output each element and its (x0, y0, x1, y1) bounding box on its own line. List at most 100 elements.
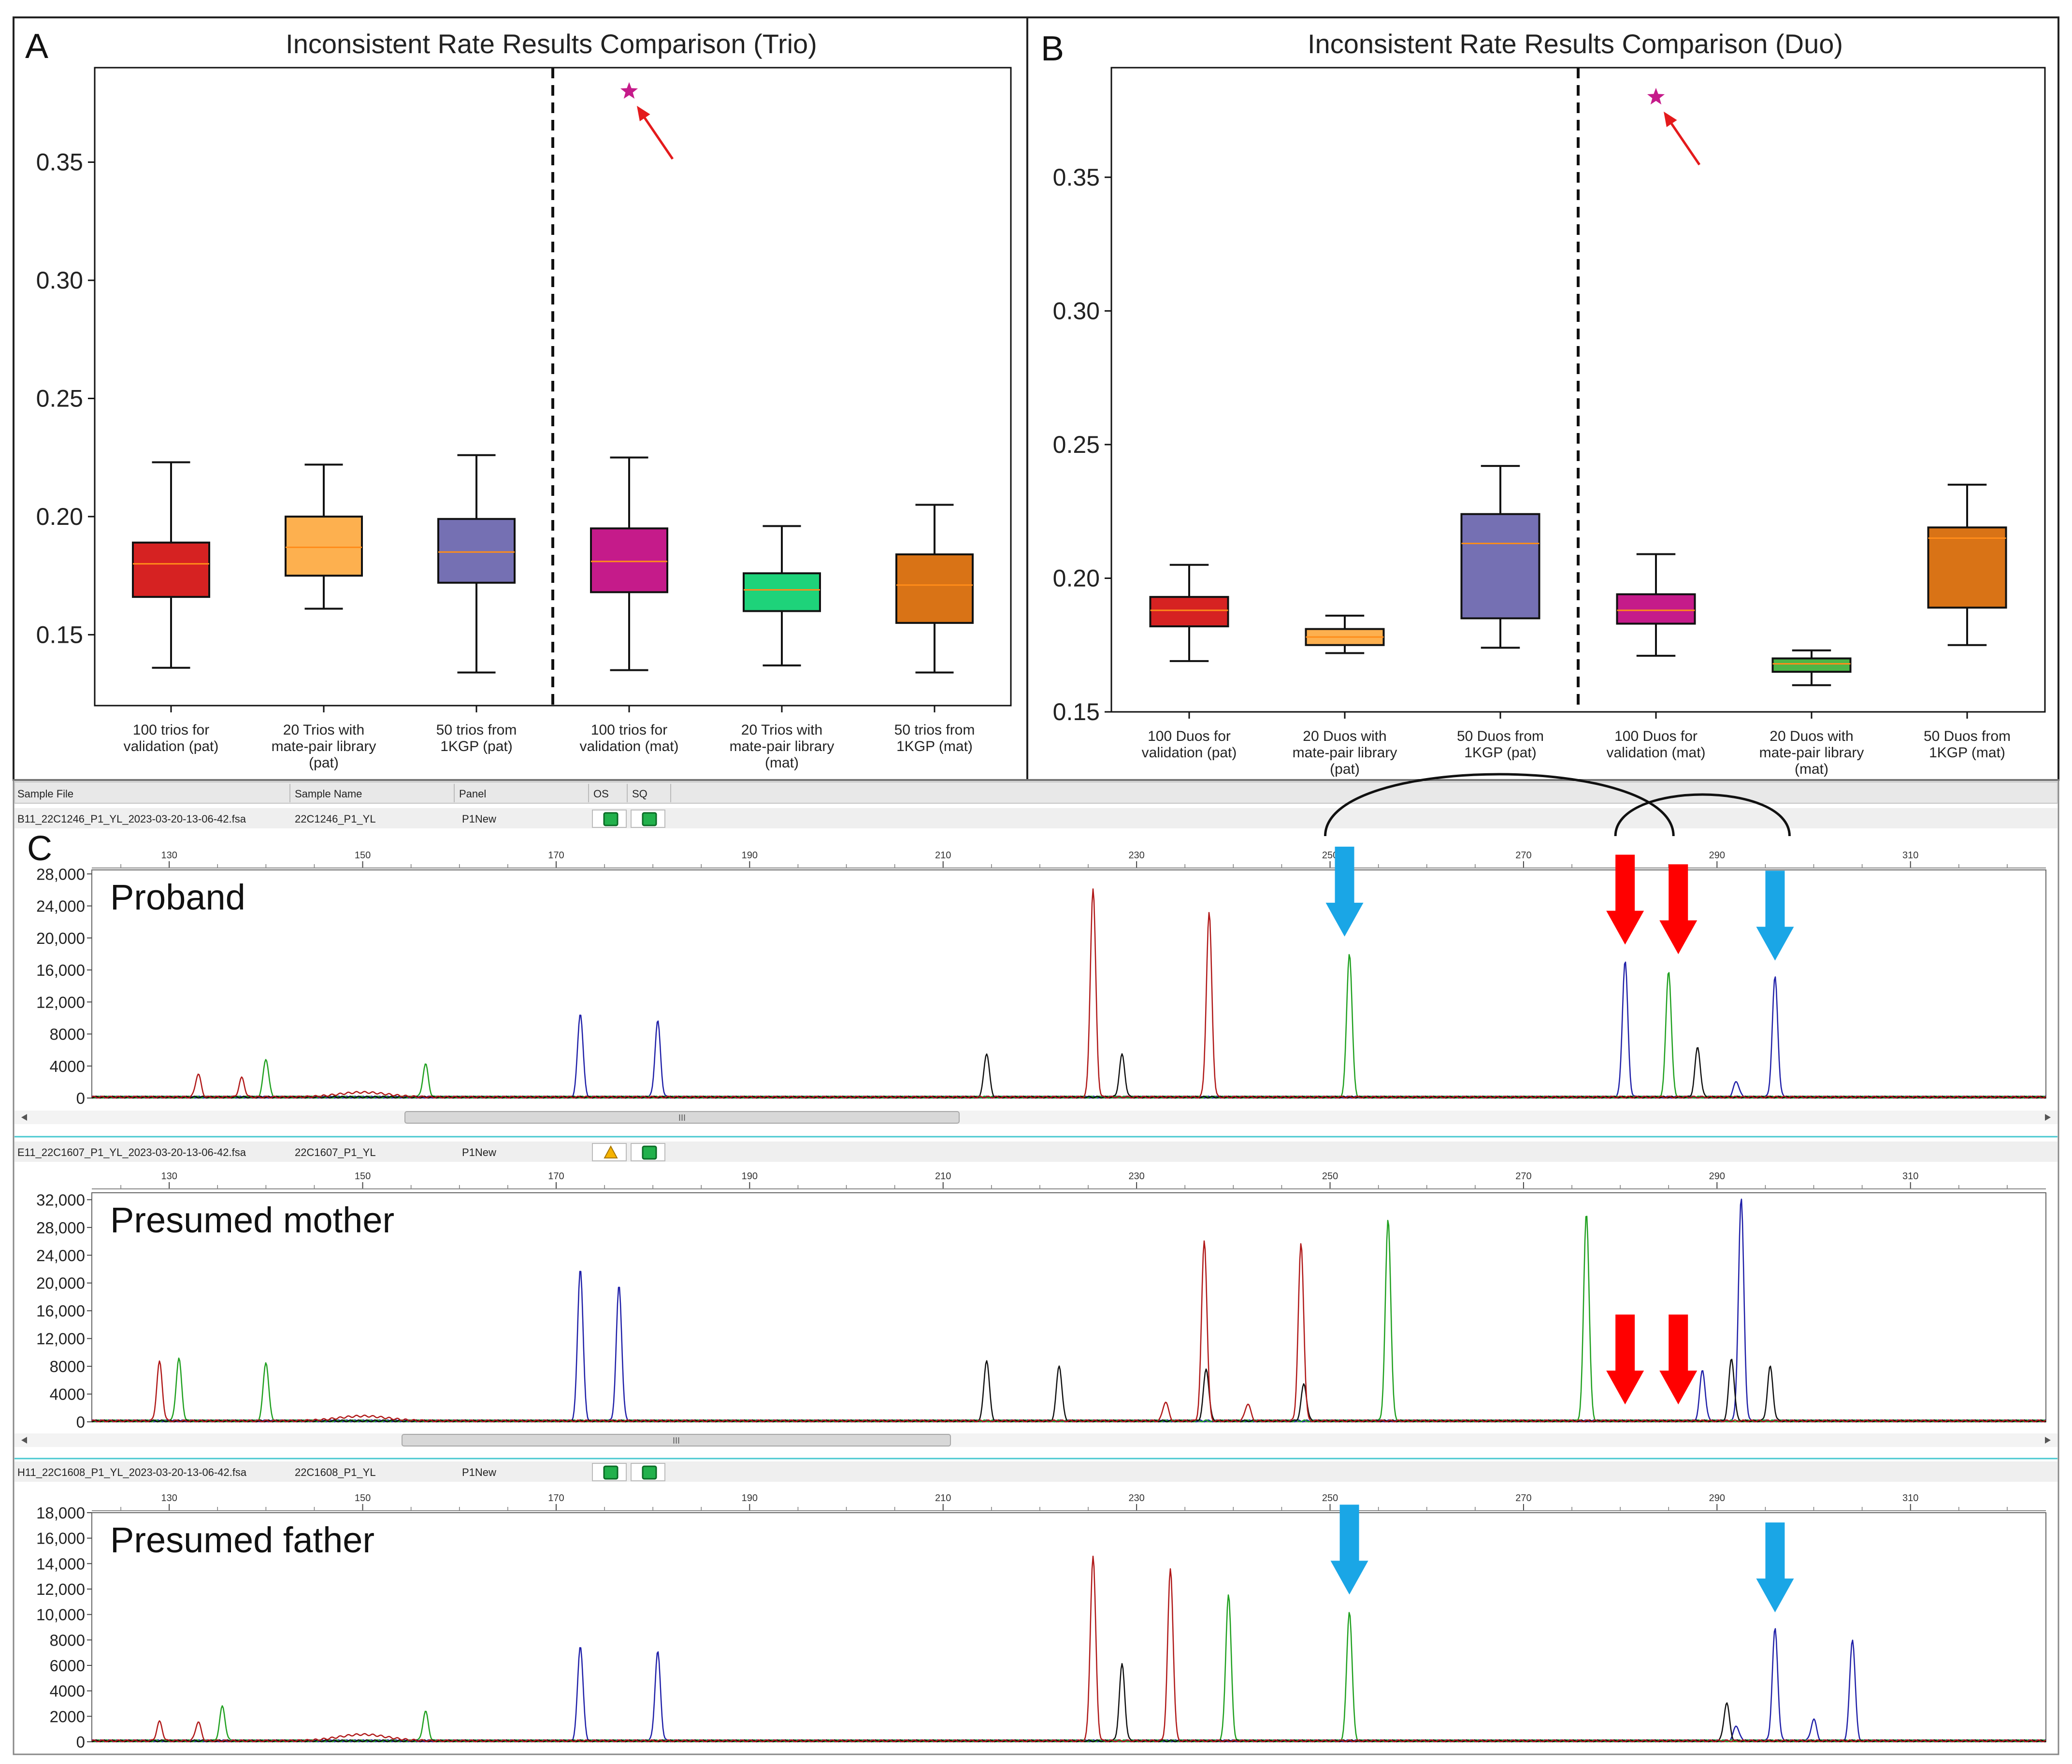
size-tick-label: 290 (1709, 1171, 1725, 1182)
header-column-label: OS (593, 788, 609, 800)
scrollbar-track (14, 1433, 2058, 1447)
rfu-tick-label: 0 (76, 1413, 85, 1431)
panel-c-letter: C (27, 829, 52, 868)
allele-link-arc (1614, 793, 1791, 837)
x-tick-label: 50 Duos from (1457, 728, 1544, 744)
trace-black (91, 1663, 2046, 1743)
iqr-box (285, 515, 363, 577)
size-tick-label: 170 (548, 850, 564, 861)
y-tick-label: 0.25 (36, 385, 83, 412)
box-4 (1771, 649, 1852, 686)
rfu-tick-label: 12,000 (36, 993, 85, 1011)
y-tick-label: 0.30 (36, 267, 83, 294)
blue-arrow (1330, 1504, 1368, 1595)
box-1 (285, 463, 363, 610)
x-tick-label: validation (pat) (1142, 745, 1237, 761)
box-5 (1927, 483, 2007, 646)
x-tick-label: 20 Trios with (741, 722, 822, 738)
os-status-icon (604, 1145, 618, 1158)
rfu-tick-label: 6000 (50, 1657, 85, 1675)
sample-file: H11_22C1608_P1_YL_2023-03-20-13-06-42.fs… (17, 1466, 247, 1478)
size-tick-label: 310 (1902, 850, 1918, 861)
outlier-star (1647, 87, 1665, 105)
rfu-tick-label: 2000 (50, 1707, 85, 1725)
size-tick-label: 190 (742, 850, 758, 861)
rfu-tick-label: 24,000 (36, 897, 85, 915)
header-column-label: Sample File (17, 788, 73, 800)
scroll-left-arrow (21, 1437, 27, 1444)
size-tick-label: 310 (1902, 1171, 1918, 1182)
scroll-left-arrow (21, 1114, 27, 1121)
size-tick-label: 130 (161, 1493, 177, 1504)
y-tick-label: 0.20 (1053, 564, 1100, 592)
x-tick-label: mate-pair library (1293, 745, 1397, 761)
rfu-tick-label: 8000 (50, 1358, 85, 1375)
rfu-tick-label: 18,000 (36, 1504, 85, 1522)
scrollbar-grip: III (678, 1113, 686, 1123)
rfu-tick-label: 8000 (50, 1026, 85, 1043)
duo-chart-title: Inconsistent Rate Results Comparison (Du… (1308, 29, 1843, 59)
x-tick-label: 50 trios from (894, 722, 975, 738)
x-tick-label: (pat) (1330, 761, 1360, 777)
sample-name: 22C1608_P1_YL (295, 1466, 376, 1478)
x-tick-label: validation (mat) (579, 738, 678, 754)
box-2 (437, 454, 516, 674)
rfu-tick-label: 4000 (50, 1682, 85, 1700)
rfu-tick-label: 20,000 (36, 1274, 85, 1292)
size-tick-label: 270 (1515, 850, 1531, 861)
blue-arrow (1325, 846, 1364, 937)
scrollbar-thumb (402, 1434, 951, 1446)
y-tick-label: 0.15 (1053, 698, 1100, 725)
os-status-icon (603, 1465, 619, 1480)
os-status-icon (603, 812, 619, 826)
y-tick-label: 0.30 (1053, 297, 1100, 324)
x-tick-label: 20 Duos with (1303, 728, 1386, 744)
size-tick-label: 250 (1322, 850, 1338, 861)
header-column-label: SQ (632, 788, 648, 800)
x-tick-label: 20 Duos with (1770, 728, 1853, 744)
iqr-box (1927, 526, 2007, 609)
scrollbar-grip: III (673, 1436, 680, 1446)
x-tick-label: 1KGP (mat) (896, 738, 973, 754)
iqr-box (132, 541, 210, 598)
size-tick-label: 170 (548, 1171, 564, 1182)
outlier-arrow-head (637, 105, 650, 122)
rfu-tick-label: 16,000 (36, 1302, 85, 1320)
size-tick-label: 290 (1709, 1493, 1725, 1504)
box-5 (895, 504, 974, 674)
iqr-box (743, 572, 821, 612)
x-tick-label: 1KGP (mat) (1929, 745, 2005, 761)
box-2 (1460, 465, 1540, 649)
x-tick-label: (pat) (309, 755, 339, 771)
sq-status-icon (642, 1145, 657, 1160)
sample-file: B11_22C1246_P1_YL_2023-03-20-13-06-42.fs… (17, 813, 246, 825)
rfu-tick-label: 4000 (50, 1386, 85, 1403)
size-tick-label: 250 (1322, 1171, 1338, 1182)
size-tick-label: 230 (1128, 850, 1144, 861)
panel-b: B Inconsistent Rate Results Comparison (… (1026, 16, 2059, 781)
rfu-tick-label: 16,000 (36, 961, 85, 979)
iqr-box (1460, 513, 1540, 620)
header-column-label: Sample Name (295, 788, 362, 800)
rfu-tick-label: 0 (76, 1089, 85, 1107)
size-tick-label: 130 (161, 850, 177, 861)
outlier-arrow-shaft (638, 110, 674, 160)
x-tick-label: (mat) (1795, 761, 1828, 777)
blue-arrow (1756, 1522, 1794, 1613)
sample-file: E11_22C1607_P1_YL_2023-03-20-13-06-42.fs… (17, 1146, 246, 1158)
sample-panel-2: H11_22C1608_P1_YL_2023-03-20-13-06-42.fs… (14, 1461, 2058, 1751)
rfu-tick-label: 14,000 (36, 1555, 85, 1573)
iqr-box (590, 527, 668, 593)
size-tick-label: 210 (935, 1171, 951, 1182)
scrollbar-track (14, 1111, 2058, 1124)
trace-red (91, 1555, 2046, 1743)
trace-red (91, 1240, 2046, 1423)
scroll-right-arrow (2045, 1114, 2051, 1121)
box-1 (1305, 614, 1385, 654)
sample-panel-name: P1New (462, 1466, 496, 1478)
scrollbar-thumb (404, 1111, 960, 1124)
electropherogram: Sample File Sample Name Panel OS SQ B11_22C12… (14, 773, 2058, 1751)
size-tick-label: 250 (1322, 1493, 1338, 1504)
rfu-tick-label: 4000 (50, 1057, 85, 1075)
